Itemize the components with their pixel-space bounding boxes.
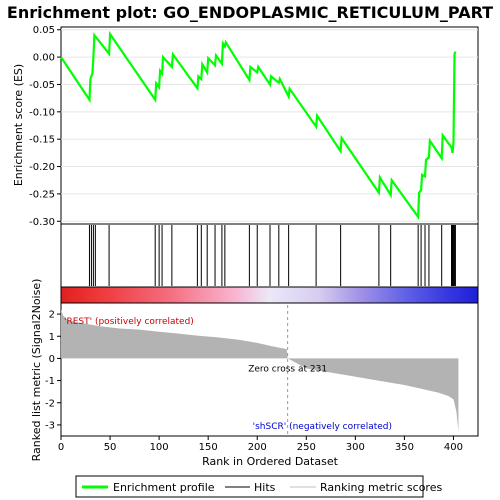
x-tick-label: 50 [104,442,117,453]
x-tick-label: 0 [58,442,64,453]
y-tick-label: 0.00 [33,53,55,64]
ranking-x-axis-label: Rank in Ordered Dataset [202,455,339,468]
y-tick-label: 1 [49,332,55,343]
legend-enrichment-label: Enrichment profile [113,481,215,494]
chart-title: Enrichment plot: GO_ENDOPLASMIC_RETICULU… [7,3,493,22]
zero-cross-label: Zero cross at 231 [248,364,327,374]
y-tick-label: -3 [45,420,55,431]
y-tick-label: 2 [49,310,55,321]
x-tick-label: 100 [150,442,169,453]
y-tick-label: 0 [49,354,55,365]
y-tick-label: -0.05 [29,80,55,91]
legend: Enrichment profile Hits Ranking metric s… [75,475,442,498]
legend-hits-label: Hits [254,481,276,494]
positive-label: 'REST' (positively correlated) [64,317,194,327]
enrichment-y-axis-label: Enrichment score (ES) [12,64,25,186]
legend-metric-label: Ranking metric scores [320,481,442,494]
enrichment-y-ticks: 0.05 0.00 -0.05 -0.10 -0.15 -0.20 -0.25 -0.30 [29,25,61,228]
hit-lines [88,225,456,286]
x-tick-label: 150 [199,442,218,453]
y-tick-label: -0.25 [29,189,55,200]
y-tick-label: -1 [45,376,55,387]
enrichment-plot-frame [60,26,479,225]
y-tick-label: -2 [45,398,55,409]
x-tick-label: 250 [297,442,316,453]
x-tick-label: 400 [444,442,463,453]
ranking-panel: 2 1 0 -1 -2 -3 0 50 100 150 200 250 300 350 400 Zero … [30,279,479,468]
x-tick-label: 350 [395,442,414,453]
y-tick-label: -0.10 [29,107,55,118]
enrichment-profile-line [60,30,457,221]
x-tick-label: 300 [346,442,365,453]
y-tick-label: -0.30 [29,217,55,228]
y-tick-label: -0.20 [29,162,55,173]
negative-label: 'shSCR' (negatively correlated) [253,422,392,432]
x-tick-label: 200 [248,442,267,453]
ranking-y-axis-label: Ranked list metric (Signal2Noise) [30,279,43,462]
ranking-y-ticks: 2 1 0 -1 -2 -3 [45,310,61,431]
ranking-color-bar [60,286,479,304]
ranking-metric-area [61,309,459,432]
y-tick-label: -0.15 [29,135,55,146]
y-tick-label: 0.05 [33,25,55,36]
hits-panel [60,223,479,288]
ranking-x-ticks: 0 50 100 150 200 250 300 350 400 [58,436,463,453]
enrichment-panel: 0.05 0.00 -0.05 -0.10 -0.15 -0.20 -0.25 -0.30 E… [12,25,479,228]
